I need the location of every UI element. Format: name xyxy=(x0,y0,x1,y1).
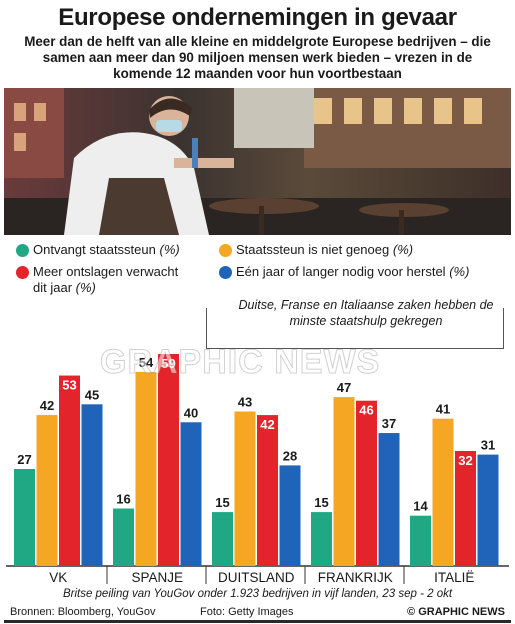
data-label-itali-ontvangt-staatssteun: 14 xyxy=(413,499,428,514)
category-label-vk: VK xyxy=(49,570,67,585)
bar-vk-e-n-jaar-of-langer-nodig-voor-herstel xyxy=(81,404,103,566)
data-label-duitsland-e-n-jaar-of-langer-nodig-voor-herstel: 28 xyxy=(283,448,297,463)
data-label-itali-meer-ontslagen-verwacht-dit-jaar: 32 xyxy=(458,453,472,468)
legend-label: Ontvangt staatssteun xyxy=(33,242,156,257)
data-label-frankrijk-staatssteun-is-niet-genoeg: 47 xyxy=(337,380,351,395)
data-label-vk-staatssteun-is-niet-genoeg: 42 xyxy=(40,398,54,413)
callout-bracket xyxy=(206,308,504,349)
legend-entry-ontvangt-staatssteun: Ontvangt staatssteun (%) xyxy=(33,242,180,258)
bar-duitsland-meer-ontslagen-verwacht-dit-jaar xyxy=(257,415,278,566)
bar-spanje-ontvangt-staatssteun xyxy=(113,508,134,566)
restaurant-photo xyxy=(4,88,511,235)
category-label-itali: ITALIË xyxy=(434,570,474,585)
data-label-vk-ontvangt-staatssteun: 27 xyxy=(17,452,31,467)
brand-credit: © GRAPHIC NEWS xyxy=(407,606,505,618)
legend-swatch-meer-ontslagen xyxy=(16,266,29,279)
category-label-spanje: SPANJE xyxy=(131,570,183,585)
legend-entry-meer-ontslagen: Meer ontslagen verwacht dit jaar (%) xyxy=(33,264,183,296)
data-label-spanje-staatssteun-is-niet-genoeg: 54 xyxy=(139,355,154,370)
bar-spanje-meer-ontslagen-verwacht-dit-jaar xyxy=(158,354,179,566)
legend-unit: (%) xyxy=(449,264,470,279)
bar-frankrijk-e-n-jaar-of-langer-nodig-voor-herstel xyxy=(378,433,400,566)
legend-swatch-staatssteun-niet-genoeg xyxy=(219,244,232,257)
legend-label: Eén jaar of langer nodig voor herstel xyxy=(236,264,446,279)
data-label-itali-e-n-jaar-of-langer-nodig-voor-herstel: 31 xyxy=(481,438,495,453)
data-label-spanje-ontvangt-staatssteun: 16 xyxy=(116,492,130,507)
legend-label: Meer ontslagen verwacht dit jaar xyxy=(33,264,179,295)
bar-spanje-staatssteun-is-niet-genoeg xyxy=(135,371,157,566)
bar-itali-meer-ontslagen-verwacht-dit-jaar xyxy=(455,451,476,566)
bar-duitsland-staatssteun-is-niet-genoeg xyxy=(234,411,256,566)
data-label-vk-meer-ontslagen-verwacht-dit-jaar: 53 xyxy=(62,378,76,393)
bar-vk-ontvangt-staatssteun xyxy=(14,468,35,566)
legend-label: Staatssteun is niet genoeg xyxy=(236,242,390,257)
bar-itali-ontvangt-staatssteun xyxy=(410,515,431,566)
bar-frankrijk-ontvangt-staatssteun xyxy=(311,512,332,566)
bar-chart: 27 42 53 45 VK 16 54 59 40 SPANJE 15 43 42 28 DUITSLAN… xyxy=(6,354,509,585)
bar-vk-staatssteun-is-niet-genoeg xyxy=(36,415,58,566)
bar-frankrijk-staatssteun-is-niet-genoeg xyxy=(333,397,355,566)
bottom-rule xyxy=(4,620,511,623)
chart-subtitle: Meer dan de helft van alle kleine en mid… xyxy=(24,34,491,81)
bar-duitsland-e-n-jaar-of-langer-nodig-voor-herstel xyxy=(279,465,301,566)
data-label-spanje-e-n-jaar-of-langer-nodig-voor-herstel: 40 xyxy=(184,405,198,420)
chart-title: Europese ondernemingen in gevaar xyxy=(58,4,457,31)
data-label-duitsland-staatssteun-is-niet-genoeg: 43 xyxy=(238,394,252,409)
data-label-duitsland-meer-ontslagen-verwacht-dit-jaar: 42 xyxy=(260,417,274,432)
data-label-spanje-meer-ontslagen-verwacht-dit-jaar: 59 xyxy=(161,356,175,371)
category-label-duitsland: DUITSLAND xyxy=(218,570,295,585)
data-label-itali-staatssteun-is-niet-genoeg: 41 xyxy=(436,402,450,417)
category-label-frankrijk: FRANKRIJK xyxy=(318,570,393,585)
legend-unit: (%) xyxy=(159,242,180,257)
chart-footnote: Britse peiling van YouGov onder 1.923 be… xyxy=(62,588,453,600)
data-label-frankrijk-ontvangt-staatssteun: 15 xyxy=(314,495,328,510)
bar-vk-meer-ontslagen-verwacht-dit-jaar xyxy=(59,375,80,566)
bar-spanje-e-n-jaar-of-langer-nodig-voor-herstel xyxy=(180,422,202,566)
data-label-frankrijk-e-n-jaar-of-langer-nodig-voor-herstel: 37 xyxy=(382,416,396,431)
callout-annotation: Duitse, Franse en Italiaanse zaken hebbe… xyxy=(238,298,494,328)
restaurant-photo-illustration xyxy=(4,88,511,235)
legend-unit: (%) xyxy=(392,242,414,257)
legend-entry-staatssteun-niet-genoeg: Staatssteun is niet genoeg (%) xyxy=(236,242,413,258)
legend-swatch-jaar-herstel xyxy=(219,266,232,279)
bar-frankrijk-meer-ontslagen-verwacht-dit-jaar xyxy=(356,400,377,566)
photo-credit: Foto: Getty Images xyxy=(200,606,294,618)
bar-itali-e-n-jaar-of-langer-nodig-voor-herstel xyxy=(477,454,499,566)
legend-swatch-ontvangt-staatssteun xyxy=(16,244,29,257)
watermark-text: GRAPHIC NEWS xyxy=(99,343,381,382)
data-label-vk-e-n-jaar-of-langer-nodig-voor-herstel: 45 xyxy=(85,387,99,402)
legend-unit: (%) xyxy=(75,280,96,295)
sources-text: Bronnen: Bloomberg, YouGov xyxy=(10,606,156,618)
data-label-duitsland-ontvangt-staatssteun: 15 xyxy=(215,495,229,510)
legend-entry-jaar-herstel: Eén jaar of langer nodig voor herstel (%… xyxy=(236,264,469,280)
bar-duitsland-ontvangt-staatssteun xyxy=(212,512,233,566)
data-label-frankrijk-meer-ontslagen-verwacht-dit-jaar: 46 xyxy=(359,403,373,418)
bar-itali-staatssteun-is-niet-genoeg xyxy=(432,418,454,566)
